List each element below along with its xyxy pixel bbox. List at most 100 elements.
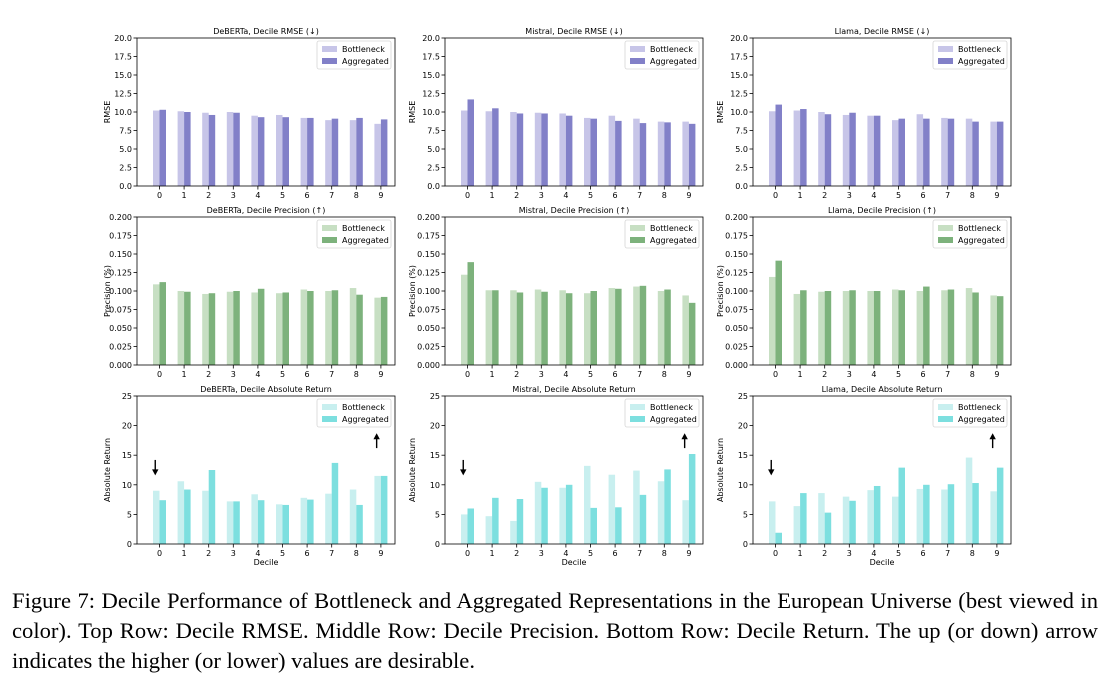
legend: Bottleneck Aggregated <box>624 40 700 70</box>
bar-aggregated-decile-3 <box>541 113 548 186</box>
legend: Bottleneck Aggregated <box>316 398 392 428</box>
y-tick-label: 12.5 <box>422 90 440 99</box>
y-tick-label: 17.5 <box>114 53 132 62</box>
legend: Bottleneck Aggregated <box>624 219 700 249</box>
plot-frame <box>136 395 396 545</box>
y-tick-label: 25 <box>122 392 132 401</box>
y-tick-label: 5.0 <box>119 145 132 154</box>
bar-bottleneck-decile-4 <box>559 113 566 186</box>
bar-aggregated-decile-5 <box>590 291 597 365</box>
x-tick-label: 2 <box>822 370 827 379</box>
bar-bottleneck-decile-3 <box>226 291 234 365</box>
bar-aggregated-decile-8 <box>664 469 671 544</box>
bar-aggregated-decile-6 <box>615 507 622 544</box>
y-tick-label: 7.5 <box>119 127 132 136</box>
down-arrow-icon <box>152 459 159 476</box>
legend-swatch-aggregated <box>630 416 645 422</box>
bar-bottleneck-decile-3 <box>842 114 850 186</box>
y-tick-label: 0.150 <box>725 250 748 259</box>
plot-frame <box>444 395 704 545</box>
y-axis-label: Precision (%) <box>103 265 112 317</box>
bar-aggregated-decile-4 <box>257 117 265 186</box>
bar-aggregated-decile-0 <box>159 500 166 544</box>
x-axis-label: Decile <box>870 558 895 567</box>
x-tick-label: 7 <box>637 370 642 379</box>
legend: Bottleneck Aggregated <box>316 219 392 249</box>
y-tick-label: 20.0 <box>730 34 748 43</box>
legend: Bottleneck Aggregated <box>932 398 1008 428</box>
bar-bottleneck-decile-3 <box>534 481 542 544</box>
chart-title: Mistral, Decile RMSE (↓) <box>525 27 622 36</box>
bar-bottleneck-decile-6 <box>608 115 616 186</box>
y-axis-label: RMSE <box>408 101 417 124</box>
x-tick-label: 6 <box>921 549 926 558</box>
bar-bottleneck-decile-3 <box>534 289 542 365</box>
bar-aggregated-decile-6 <box>615 288 622 365</box>
x-tick-label: 5 <box>280 549 285 558</box>
legend-swatch-aggregated <box>322 237 337 243</box>
y-tick-label: 0.0 <box>735 182 748 191</box>
legend-label-bottleneck: Bottleneck <box>650 224 693 233</box>
bar-bottleneck-decile-9 <box>374 475 381 544</box>
bar-bottleneck-decile-2 <box>510 520 517 544</box>
x-tick-label: 9 <box>686 549 691 558</box>
y-tick-label: 20.0 <box>422 34 440 43</box>
legend-label-bottleneck: Bottleneck <box>342 224 385 233</box>
bar-aggregated-decile-1 <box>492 497 499 544</box>
bar-bottleneck-decile-0 <box>461 274 468 365</box>
chart-panel-deberta-decile-absolute-return: DeBERTa, Decile Absolute Return051015202… <box>103 385 396 567</box>
x-tick-label: 7 <box>329 370 334 379</box>
x-tick-label: 1 <box>798 370 803 379</box>
x-tick-label: 8 <box>970 191 975 200</box>
bar-aggregated-decile-6 <box>615 120 622 186</box>
legend-swatch-bottleneck <box>938 225 953 231</box>
bar-aggregated-decile-4 <box>873 485 881 544</box>
chart-panel-deberta-decile-rmse: DeBERTa, Decile RMSE (↓) 0.0 2.5 5.0 7.5 10.0… <box>103 27 396 200</box>
bar-bottleneck-decile-8 <box>965 118 973 186</box>
bar-aggregated-decile-1 <box>800 109 807 186</box>
bar-aggregated-decile-3 <box>233 291 240 365</box>
x-tick-label: 0 <box>157 549 162 558</box>
bar-bottleneck-decile-6 <box>916 488 924 544</box>
y-tick-label: 2.5 <box>735 164 748 173</box>
y-tick-label: 0.025 <box>109 343 132 352</box>
x-tick-label: 5 <box>588 370 593 379</box>
y-tick-label: 0.125 <box>109 269 132 278</box>
bar-aggregated-decile-6 <box>923 118 930 186</box>
x-tick-label: 4 <box>255 370 260 379</box>
x-tick-label: 9 <box>686 370 691 379</box>
bar-aggregated-decile-8 <box>972 483 979 544</box>
bar-aggregated-decile-0 <box>775 260 782 365</box>
bar-bottleneck-decile-4 <box>867 291 874 365</box>
x-axis-label: Decile <box>562 558 587 567</box>
bar-bottleneck-decile-2 <box>818 112 825 186</box>
y-tick-label: 0.000 <box>725 361 748 370</box>
y-tick-label: 0.0 <box>427 182 440 191</box>
x-tick-label: 8 <box>970 370 975 379</box>
legend-swatch-bottleneck <box>630 225 645 231</box>
bar-bottleneck-decile-7 <box>325 493 332 544</box>
y-axis-label: Precision (%) <box>716 265 725 317</box>
x-tick-label: 7 <box>637 191 642 200</box>
plot-frame <box>444 37 704 187</box>
bar-aggregated-decile-8 <box>664 122 671 186</box>
bar-bottleneck-decile-5 <box>584 293 591 365</box>
x-tick-label: 4 <box>871 549 876 558</box>
y-tick-label: 0.025 <box>725 343 748 352</box>
chart-panel-llama-decile-precision: Llama, Decile Precision (↑) 0.000 0.025 0.0… <box>716 206 1012 379</box>
y-axis-label: Absolute Return <box>716 438 725 502</box>
bar-bottleneck-decile-9 <box>990 491 997 544</box>
y-tick-label: 10.0 <box>422 108 440 117</box>
x-tick-label: 3 <box>539 549 544 558</box>
y-tick-label: 0.200 <box>725 213 748 222</box>
x-tick-label: 9 <box>994 191 999 200</box>
y-tick-label: 0.100 <box>417 287 440 296</box>
bar-aggregated-decile-8 <box>972 292 979 365</box>
x-tick-label: 8 <box>662 370 667 379</box>
bar-bottleneck-decile-3 <box>842 496 850 544</box>
x-tick-label: 6 <box>305 549 310 558</box>
bar-bottleneck-decile-4 <box>867 115 874 186</box>
y-tick-label: 0 <box>127 540 132 549</box>
bar-bottleneck-decile-1 <box>793 293 801 365</box>
bar-aggregated-decile-9 <box>380 119 388 186</box>
